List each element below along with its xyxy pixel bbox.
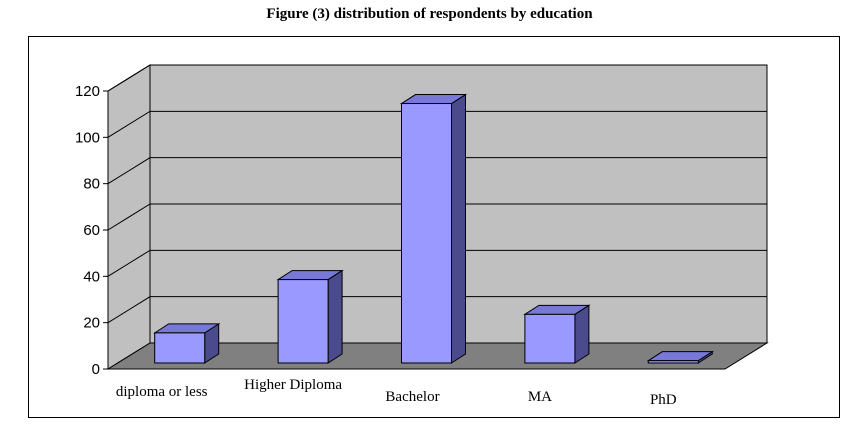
x-tick-label: MA	[528, 389, 552, 405]
bar-side	[327, 269, 343, 364]
x-tick-label: PhD	[650, 392, 677, 408]
y-tick-label: 120	[75, 83, 100, 100]
gridline	[107, 157, 767, 185]
bar	[277, 279, 329, 364]
chart-title: Figure (3) distribution of respondents b…	[266, 6, 593, 22]
y-tick-label: 0	[92, 361, 100, 378]
bar-side	[574, 304, 590, 364]
y-tick-label: 80	[83, 176, 100, 193]
gridline	[107, 110, 767, 138]
bar	[154, 332, 206, 364]
y-tick-label: 100	[75, 129, 100, 146]
x-tick-label: Higher Diploma	[244, 377, 342, 393]
x-tick-label: Bachelor	[385, 389, 439, 405]
gridline	[107, 203, 767, 231]
y-tick-label: 20	[83, 315, 100, 332]
gridline	[107, 249, 767, 277]
gridline	[107, 64, 767, 92]
y-tick-label: 60	[83, 222, 100, 239]
x-tick-label: diploma or less	[116, 384, 208, 400]
bar	[401, 103, 452, 364]
y-tick-label: 40	[83, 268, 100, 285]
bar	[524, 313, 576, 364]
gridline	[107, 296, 767, 324]
bar-side	[451, 93, 466, 364]
bar	[647, 360, 699, 364]
